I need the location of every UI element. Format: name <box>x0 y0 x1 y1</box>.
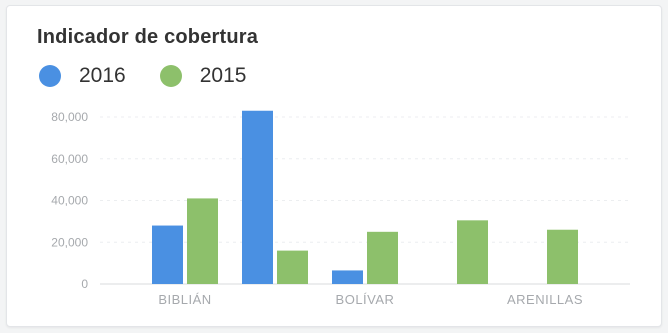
x-tick-label: ARENILLAS <box>507 292 583 307</box>
legend-item-2015[interactable]: 2015 <box>159 64 247 88</box>
bar-2015-group-4[interactable] <box>457 220 488 284</box>
bar-2015-BOLÍVAR[interactable] <box>367 231 398 284</box>
bar-2016-BIBLIÁN[interactable] <box>152 225 183 284</box>
x-tick-label: BIBLIÁN <box>158 292 211 307</box>
y-tick-label: 60,000 <box>51 152 88 166</box>
bar-2015-ARENILLAS[interactable] <box>547 229 578 284</box>
legend-swatch-2016 <box>39 65 61 87</box>
x-tick-label: BOLÍVAR <box>336 292 395 307</box>
bar-2015-BIBLIÁN[interactable] <box>187 198 218 284</box>
y-tick-label: 40,000 <box>51 194 88 208</box>
legend-item-2016[interactable]: 2016 <box>39 64 126 88</box>
y-tick-label: 0 <box>81 277 88 291</box>
bar-2015-group-2[interactable] <box>277 250 308 284</box>
legend-label-2016: 2016 <box>79 64 126 87</box>
bar-2016-group-2[interactable] <box>242 110 273 284</box>
chart-title: Indicador de cobertura <box>37 26 259 48</box>
legend-label-2015: 2015 <box>199 64 247 87</box>
chart-legend: 2016 2015 <box>39 64 280 88</box>
y-tick-label: 20,000 <box>51 235 88 249</box>
legend-swatch-2015 <box>159 65 182 87</box>
y-tick-label: 80,000 <box>51 110 88 124</box>
bar-2016-BOLÍVAR[interactable] <box>332 270 363 284</box>
